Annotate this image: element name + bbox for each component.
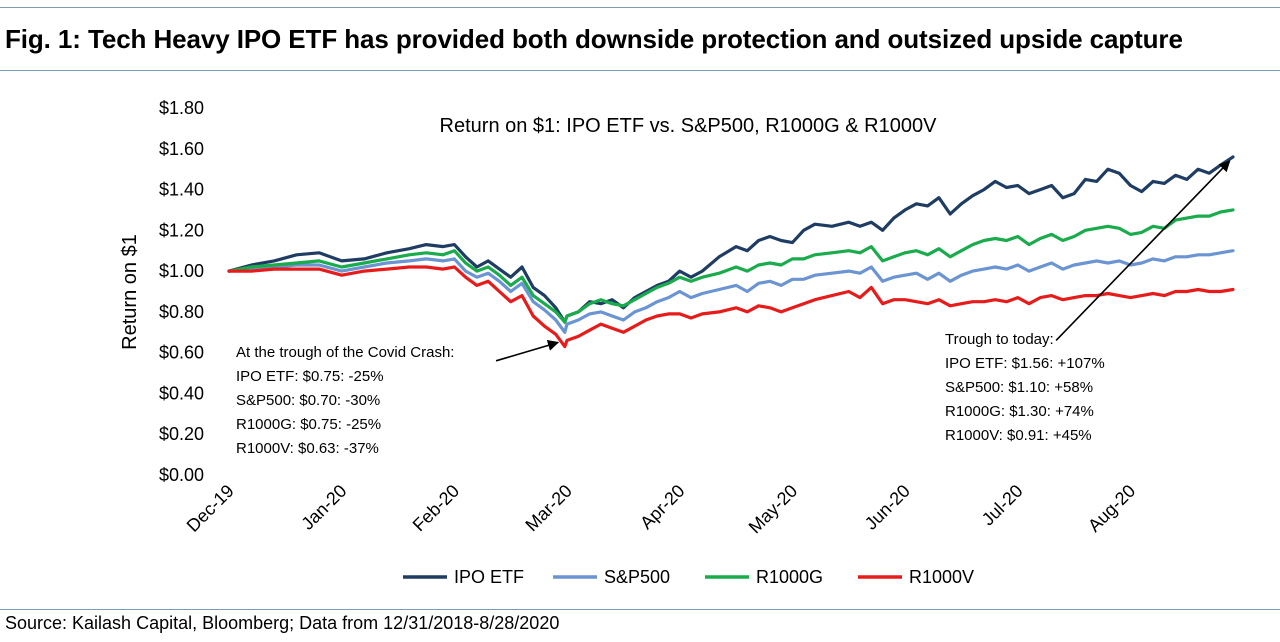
y-tick-label: $1.80 <box>159 98 204 118</box>
trough-annotation-line: R1000G: $0.75: -25% <box>236 416 381 433</box>
trough-annotation-heading: At the trough of the Covid Crash: <box>236 344 454 361</box>
x-tick-label: Jun-20 <box>861 481 914 534</box>
y-tick-label: $0.00 <box>159 465 204 485</box>
today-arrow <box>1055 160 1231 341</box>
y-axis-ticks: $0.00 $0.20 $0.40 $0.60 $0.80 $1.00 $1.20 $1.40… <box>159 98 204 485</box>
x-tick-label: Mar-20 <box>521 481 575 535</box>
annotations: At the trough of the Covid Crash: IPO ETF… <box>236 160 1231 457</box>
series-lines <box>227 155 1235 349</box>
x-tick-label: Jan-20 <box>297 481 350 534</box>
series-line-r1000g <box>227 208 1235 324</box>
trough-annotation-line: IPO ETF: $0.75: -25% <box>236 368 384 385</box>
series-line-ipo-etf <box>227 155 1235 324</box>
x-axis-ticks: Dec-19 Jan-20 Feb-20 Mar-20 Apr-20 May-20 Jun-… <box>183 481 1140 538</box>
x-tick-label: Feb-20 <box>409 481 463 535</box>
y-tick-label: $1.60 <box>159 139 204 159</box>
trough-annotation-line: R1000V: $0.63: -37% <box>236 440 379 457</box>
chart-title: Return on $1: IPO ETF vs. S&P500, R1000G… <box>440 115 938 137</box>
y-axis-label: Return on $1 <box>119 234 141 350</box>
series-line-r1000v <box>227 265 1235 349</box>
x-tick-label: Aug-20 <box>1084 481 1139 536</box>
legend-label-r1000g: R1000G <box>756 567 823 587</box>
trough-arrow <box>495 339 560 362</box>
x-tick-label: May-20 <box>745 481 802 538</box>
y-tick-label: $0.40 <box>159 383 204 403</box>
source-rule <box>0 609 1280 610</box>
y-tick-label: $0.60 <box>159 343 204 363</box>
y-tick-label: $0.20 <box>159 424 204 444</box>
figure-title: Fig. 1: Tech Heavy IPO ETF has provided … <box>5 24 1183 54</box>
today-annotation-line: IPO ETF: $1.56: +107% <box>945 355 1105 372</box>
x-tick-label: Apr-20 <box>636 481 688 533</box>
x-tick-label: Jul-20 <box>978 481 1027 530</box>
today-annotation-line: R1000V: $0.91: +45% <box>945 427 1092 444</box>
today-annotation-heading: Trough to today: <box>945 331 1054 348</box>
today-annotation-line: S&P500: $1.10: +58% <box>945 379 1093 396</box>
legend: IPO ETF S&P500 R1000G R1000V <box>403 567 974 587</box>
top-rule <box>0 7 1280 8</box>
trough-annotation-line: S&P500: $0.70: -30% <box>236 392 380 409</box>
y-tick-label: $0.80 <box>159 302 204 322</box>
title-rule <box>0 70 1280 71</box>
legend-label-s-p500: S&P500 <box>604 567 670 587</box>
y-tick-label: $1.00 <box>159 261 204 281</box>
today-annotation-line: R1000G: $1.30: +74% <box>945 403 1094 420</box>
source-note: Source: Kailash Capital, Bloomberg; Data… <box>5 613 560 633</box>
legend-label-r1000v: R1000V <box>909 567 974 587</box>
x-tick-label: Dec-19 <box>183 481 238 536</box>
series-line-s-p500 <box>227 249 1235 334</box>
y-tick-label: $1.20 <box>159 220 204 240</box>
y-tick-label: $1.40 <box>159 180 204 200</box>
legend-label-ipo-etf: IPO ETF <box>454 567 524 587</box>
